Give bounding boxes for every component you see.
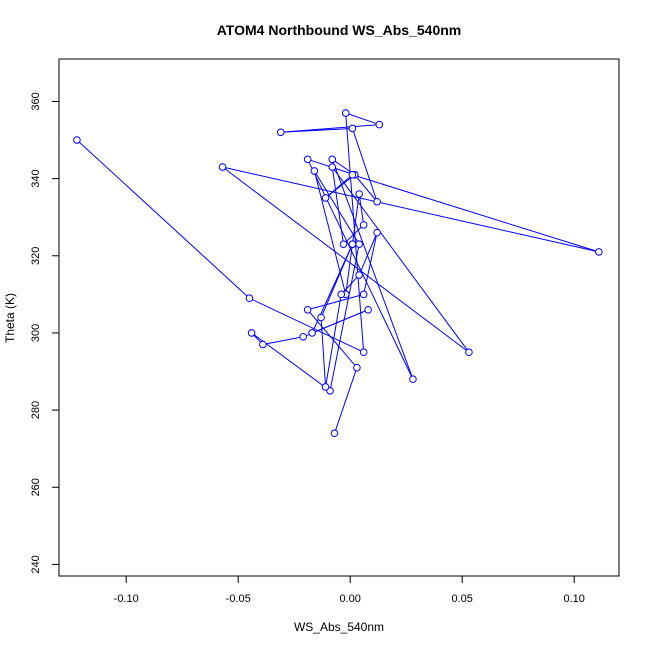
series-line-segment <box>307 309 358 368</box>
y-tick-label: 320 <box>30 247 42 265</box>
series-line-segment <box>331 159 414 380</box>
y-tick-label: 300 <box>30 324 42 342</box>
y-axis-label: Theta (K) <box>3 293 17 343</box>
data-point <box>355 240 363 248</box>
series-line-segment <box>313 170 347 295</box>
data-point <box>339 240 348 248</box>
series-line-segment <box>320 317 327 387</box>
data-point <box>355 271 363 279</box>
data-point <box>337 290 346 299</box>
x-tick-label: -0.10 <box>114 593 139 605</box>
series-line-segment <box>358 232 378 276</box>
x-axis: -0.10 -0.05 0.00 0.05 0.10 <box>114 576 585 605</box>
data-point <box>330 429 339 438</box>
data-point <box>259 340 267 349</box>
x-tick-label: 0.05 <box>451 593 472 605</box>
x-tick-label: 0.00 <box>339 593 360 605</box>
series-line-segment <box>222 166 599 253</box>
data-point <box>328 163 337 171</box>
data-point <box>373 197 381 206</box>
data-point <box>341 109 350 117</box>
chart-title: ATOM4 Northbound WS_Abs_540nm <box>217 22 462 38</box>
y-tick-label: 280 <box>30 401 42 419</box>
y-axis: 240 260 280 300 320 340 360 <box>30 92 59 574</box>
data-point <box>245 294 254 303</box>
series-line-segment <box>329 244 360 391</box>
data-point <box>373 228 381 237</box>
series-line-segment <box>345 112 380 126</box>
y-tick-label: 260 <box>30 478 42 496</box>
x-tick-label: 0.10 <box>563 593 584 605</box>
data-point <box>465 348 473 357</box>
data-point <box>595 248 603 256</box>
data-point <box>310 167 319 175</box>
plot-frame <box>58 58 620 577</box>
series-line-segment <box>280 127 353 133</box>
data-point <box>73 136 81 144</box>
data-point <box>359 348 368 357</box>
data-point <box>299 332 307 341</box>
series-line-segment <box>325 174 353 199</box>
series-line-segment <box>363 232 378 295</box>
data-point <box>359 221 368 229</box>
series-line-segment <box>334 367 358 434</box>
series-line-segment <box>249 297 364 353</box>
data-point <box>348 124 357 133</box>
series-line-segment <box>76 139 250 299</box>
data-point <box>355 190 363 198</box>
series-line-segment <box>331 166 470 353</box>
series-line-segment <box>354 174 378 203</box>
series-line-segment <box>262 336 304 345</box>
data-point <box>321 194 330 202</box>
data-point <box>353 363 361 372</box>
y-tick-label: 240 <box>30 555 42 573</box>
y-tick-label: 340 <box>30 169 42 187</box>
series-line-segment <box>351 128 378 202</box>
data-point <box>375 120 384 129</box>
data-point <box>328 155 337 164</box>
data-point <box>303 155 312 164</box>
series-line-segment <box>358 193 365 225</box>
series-line-segment <box>320 243 353 318</box>
x-tick-label: -0.05 <box>226 593 251 605</box>
data-point <box>359 290 368 299</box>
series-line-segment <box>345 112 365 353</box>
data-point <box>317 313 325 322</box>
data-point <box>409 375 417 384</box>
series-line-segment <box>313 170 360 245</box>
data-point <box>364 305 372 314</box>
series-line-segment <box>352 174 599 253</box>
data-point <box>308 329 316 337</box>
data-point <box>348 170 357 179</box>
data-point <box>321 383 330 391</box>
y-tick-label: 360 <box>30 92 42 110</box>
data-point <box>348 240 357 248</box>
series-line-segment <box>331 166 344 245</box>
data-point <box>218 163 227 171</box>
data-point <box>303 305 312 314</box>
series-line-segment <box>307 293 364 311</box>
data-point <box>247 329 256 337</box>
x-axis-label: WS_Abs_540nm <box>294 620 384 634</box>
data-point <box>276 128 285 137</box>
series-layer <box>73 109 603 438</box>
